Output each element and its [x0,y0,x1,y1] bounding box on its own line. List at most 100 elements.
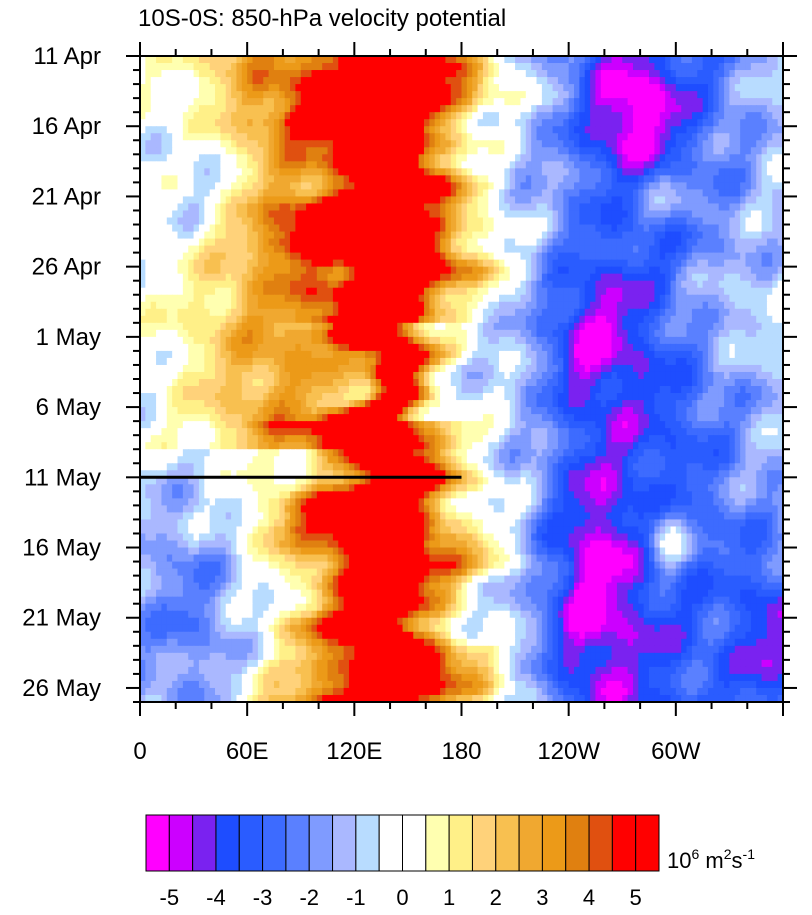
field-cell [750,77,757,85]
field-cell [381,91,388,99]
field-cell [247,119,254,127]
field-cell [686,112,693,120]
field-cell [632,231,639,240]
field-cell [182,266,189,275]
field-cell [263,189,270,198]
field-cell [563,287,570,296]
field-cell [756,224,763,233]
field-cell [365,203,372,212]
field-cell [322,280,329,289]
field-cell [402,252,409,261]
field-cell [322,322,329,331]
field-cell [322,308,329,317]
field-cell [407,224,414,233]
field-cell [525,133,532,141]
field-cell [231,210,238,219]
field-cell [193,91,200,99]
field-cell [252,182,259,191]
field-cell [172,273,179,282]
field-cell [627,273,634,282]
field-cell [145,70,152,78]
field-cell [247,322,254,331]
field-cell [504,252,511,261]
field-cell [140,105,146,113]
field-cell [643,168,650,176]
field-cell [423,343,430,352]
field-cell [691,91,698,99]
field-cell [766,154,773,162]
field-cell [611,189,618,198]
field-cell [515,280,522,289]
field-cell [145,336,152,345]
field-cell [702,252,709,261]
field-cell [440,112,447,120]
field-cell [193,287,200,296]
field-cell [327,203,334,212]
field-cell [375,259,382,268]
field-cell [766,273,773,282]
field-cell [391,98,398,106]
field-cell [397,77,404,85]
field-cell [547,294,554,303]
field-cell [332,126,339,134]
field-cell [188,119,195,127]
field-cell [316,56,323,64]
field-cell [472,133,479,141]
field-cell [675,140,682,148]
field-cell [686,196,693,205]
field-cell [643,315,650,324]
field-cell [215,126,221,134]
field-cell [579,175,586,183]
field-cell [504,315,511,324]
field-cell [429,203,436,212]
field-cell [616,266,623,275]
field-cell [182,70,189,78]
field-cell [734,245,741,254]
field-cell [391,168,398,176]
field-cell [504,238,511,247]
field-cell [477,343,484,352]
field-cell [777,203,783,212]
field-cell [563,238,570,247]
field-cell [311,161,318,169]
field-cell [766,287,773,296]
field-cell [606,147,613,155]
field-cell [268,63,275,71]
field-cell [675,266,682,275]
field-cell [311,308,318,317]
field-cell [257,329,264,338]
field-cell [461,301,468,310]
field-cell [182,119,189,127]
field-cell [311,182,318,191]
field-cell [418,70,425,78]
field-cell [273,336,280,345]
field-cell [756,182,763,191]
field-cell [772,301,779,310]
field-cell [707,140,714,148]
field-cell [375,252,382,261]
field-cell [772,140,779,148]
field-cell [241,196,248,205]
field-cell [327,343,334,352]
field-cell [766,308,773,317]
field-cell [359,84,366,92]
field-cell [295,63,302,71]
field-cell [606,224,613,233]
field-cell [306,273,313,282]
field-cell [386,140,393,148]
field-cell [375,224,382,233]
field-cell [375,168,382,176]
field-cell [177,287,184,296]
field-cell [225,84,232,92]
field-cell [172,238,179,247]
field-cell [616,77,623,85]
field-cell [161,161,168,169]
field-cell [434,245,441,254]
field-cell [766,329,773,338]
field-cell [161,140,168,148]
field-cell [482,287,489,296]
field-cell [734,56,741,64]
field-cell [756,126,763,134]
field-cell [156,140,163,148]
field-cell [231,301,238,310]
